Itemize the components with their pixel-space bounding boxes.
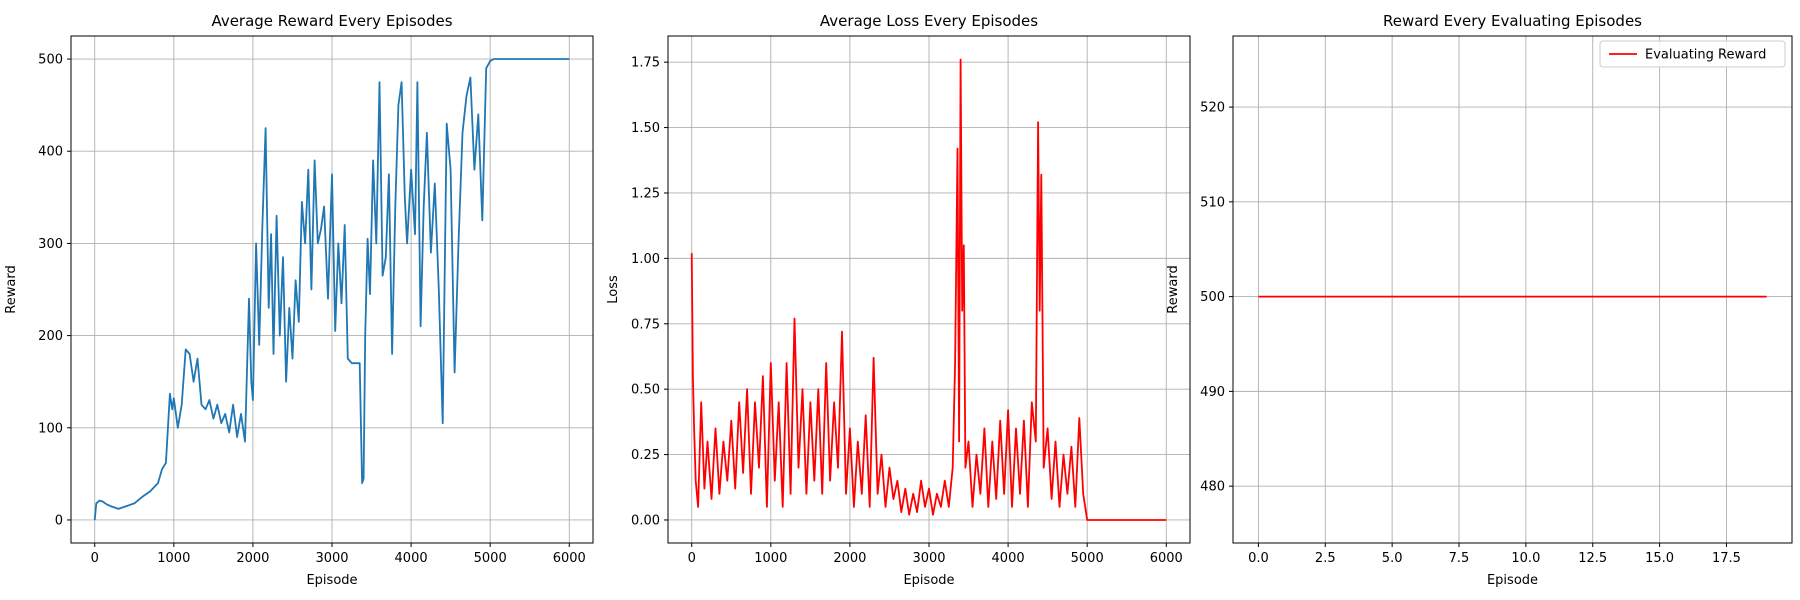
y-tick-label: 510 <box>1200 195 1225 210</box>
y-tick-label: 100 <box>38 421 63 436</box>
x-tick-label: 10.0 <box>1511 551 1540 566</box>
x-tick-label: 4000 <box>395 551 428 566</box>
y-tick-label: 0.00 <box>631 513 660 528</box>
y-tick-label: 1.50 <box>631 121 660 136</box>
x-tick-label: 0.0 <box>1248 551 1269 566</box>
y-tick-label: 0 <box>55 513 63 528</box>
y-tick-label: 1.75 <box>631 56 660 71</box>
x-tick-label: 0 <box>91 551 99 566</box>
subplot-3: 0.0 2.5 5.0 7.5 10.0 12.5 15.0 17.5 480 490 500 510… <box>1166 12 1793 588</box>
axes-frame <box>1232 35 1793 544</box>
y-tick-label: 200 <box>38 329 63 344</box>
y-tick-label: 490 <box>1200 385 1225 400</box>
chart-title: Average Reward Every Episodes <box>211 12 452 30</box>
x-tick-label: 1000 <box>157 551 190 566</box>
y-tick-label: 1.25 <box>631 186 660 201</box>
y-tick-label: 0.50 <box>631 383 660 398</box>
x-tick-label: 3000 <box>315 551 348 566</box>
x-tick-label: 15.0 <box>1645 551 1674 566</box>
legend-box <box>1599 40 1786 68</box>
x-tick-label: 2000 <box>833 551 866 566</box>
x-tick-label: 1000 <box>754 551 787 566</box>
series-line-1 <box>93 58 570 521</box>
x-tick-label: 5.0 <box>1382 551 1403 566</box>
y-tick-label: 1.00 <box>631 252 660 267</box>
x-tick-label: 2.5 <box>1315 551 1336 566</box>
y-tick-label: 500 <box>38 53 63 68</box>
subplot-2: 0 1000 2000 3000 4000 5000 6000 0.00 0.25 0.50 0.7… <box>606 12 1191 588</box>
chart-title: Reward Every Evaluating Episodes <box>1383 12 1642 30</box>
subplot-1: 0 1000 2000 3000 4000 5000 6000 0 100 200 300 400 50… <box>4 12 594 588</box>
x-axis-label: Episode <box>903 573 954 588</box>
x-axis-label: Episode <box>306 573 357 588</box>
x-tick-label: 5000 <box>1071 551 1104 566</box>
x-tick-label: 6000 <box>553 551 586 566</box>
y-axis-label: Loss <box>606 275 621 304</box>
y-tick-label: 300 <box>38 237 63 252</box>
legend: Evaluating Reward <box>1599 40 1786 68</box>
x-tick-label: 5000 <box>474 551 507 566</box>
x-tick-label: 17.5 <box>1712 551 1741 566</box>
series-line-1 <box>690 58 1167 521</box>
y-tick-label: 0.25 <box>631 448 660 463</box>
y-tick-label: 480 <box>1200 480 1225 495</box>
y-tick-label: 0.75 <box>631 317 660 332</box>
x-tick-label: 12.5 <box>1578 551 1607 566</box>
y-tick-label: 500 <box>1200 290 1225 305</box>
x-tick-label: 3000 <box>912 551 945 566</box>
x-tick-label: 6000 <box>1150 551 1183 566</box>
y-tick-label: 520 <box>1200 101 1225 116</box>
x-tick-label: 4000 <box>992 551 1025 566</box>
x-tick-label: 0 <box>688 551 696 566</box>
x-axis-label: Episode <box>1487 573 1538 588</box>
chart-title: Average Loss Every Episodes <box>820 12 1038 30</box>
legend-label: Evaluating Reward <box>1645 48 1766 63</box>
x-tick-label: 7.5 <box>1449 551 1470 566</box>
y-axis-label: Reward <box>4 265 19 313</box>
y-axis-label: Reward <box>1166 265 1181 313</box>
y-tick-label: 400 <box>38 145 63 160</box>
x-tick-label: 2000 <box>236 551 269 566</box>
